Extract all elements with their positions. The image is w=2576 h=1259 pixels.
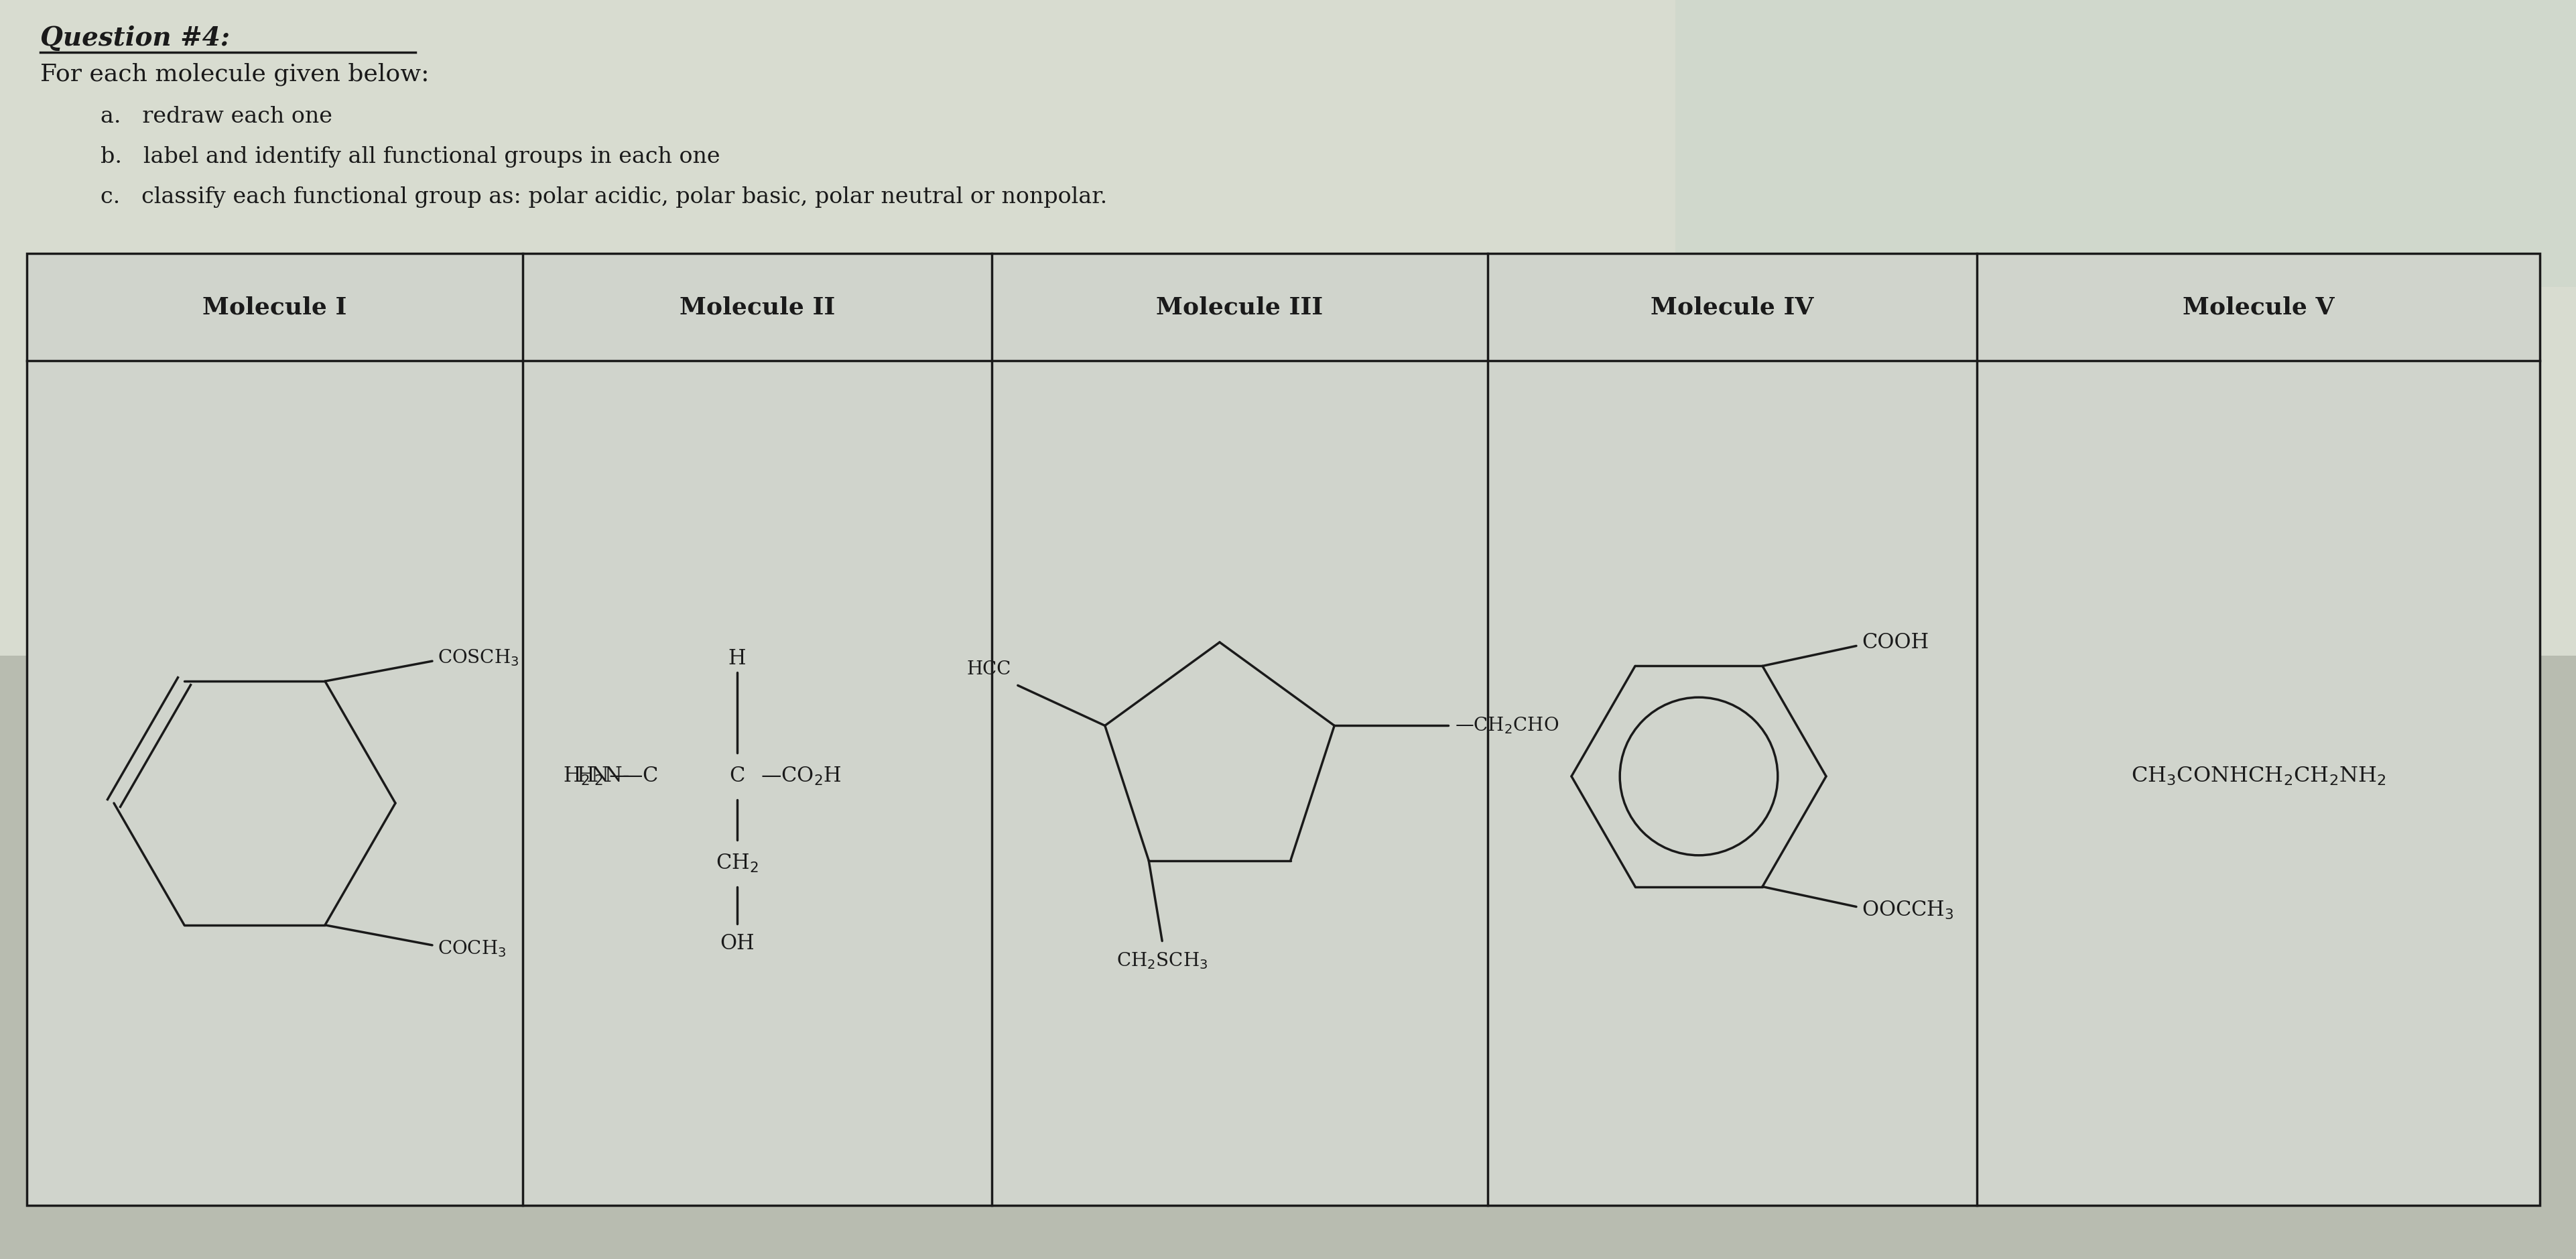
Text: Molecule IV: Molecule IV (1651, 296, 1814, 319)
Text: For each molecule given below:: For each molecule given below: (41, 63, 430, 86)
Text: C: C (729, 765, 744, 787)
Text: Molecule III: Molecule III (1157, 296, 1324, 319)
Text: Molecule II: Molecule II (680, 296, 835, 319)
Bar (26, 253, 2540, 1205)
Text: Molecule I: Molecule I (204, 296, 348, 319)
Text: H$_2$N—: H$_2$N— (564, 765, 629, 787)
Text: Molecule V: Molecule V (2182, 296, 2334, 319)
Text: c.   classify each functional group as: polar acidic, polar basic, polar neutral: c. classify each functional group as: po… (100, 186, 1108, 208)
Bar (0, 0, 2576, 656)
Text: CH$_3$CONHCH$_2$CH$_2$NH$_2$: CH$_3$CONHCH$_2$CH$_2$NH$_2$ (2130, 765, 2385, 787)
Text: OH: OH (719, 933, 755, 954)
Text: H$_2$N—C: H$_2$N—C (577, 765, 657, 787)
Text: —CO$_2$H: —CO$_2$H (760, 765, 842, 787)
Text: OOCCH$_3$: OOCCH$_3$ (1862, 899, 1953, 920)
Text: —CH$_2$CHO: —CH$_2$CHO (1455, 715, 1558, 735)
Bar (1674, 0, 2576, 287)
Text: CH$_2$SCH$_3$: CH$_2$SCH$_3$ (1115, 951, 1208, 971)
Text: b.   label and identify all functional groups in each one: b. label and identify all functional gro… (100, 146, 721, 167)
Text: COCH$_3$: COCH$_3$ (438, 938, 507, 958)
Text: COOH: COOH (1862, 632, 1929, 653)
Text: CH$_2$: CH$_2$ (716, 852, 757, 874)
Text: a.   redraw each one: a. redraw each one (100, 106, 332, 127)
Text: COSCH$_3$: COSCH$_3$ (438, 648, 518, 667)
Text: Question #4:: Question #4: (41, 25, 229, 50)
Text: H: H (729, 648, 747, 669)
Text: HCC: HCC (966, 661, 1012, 679)
